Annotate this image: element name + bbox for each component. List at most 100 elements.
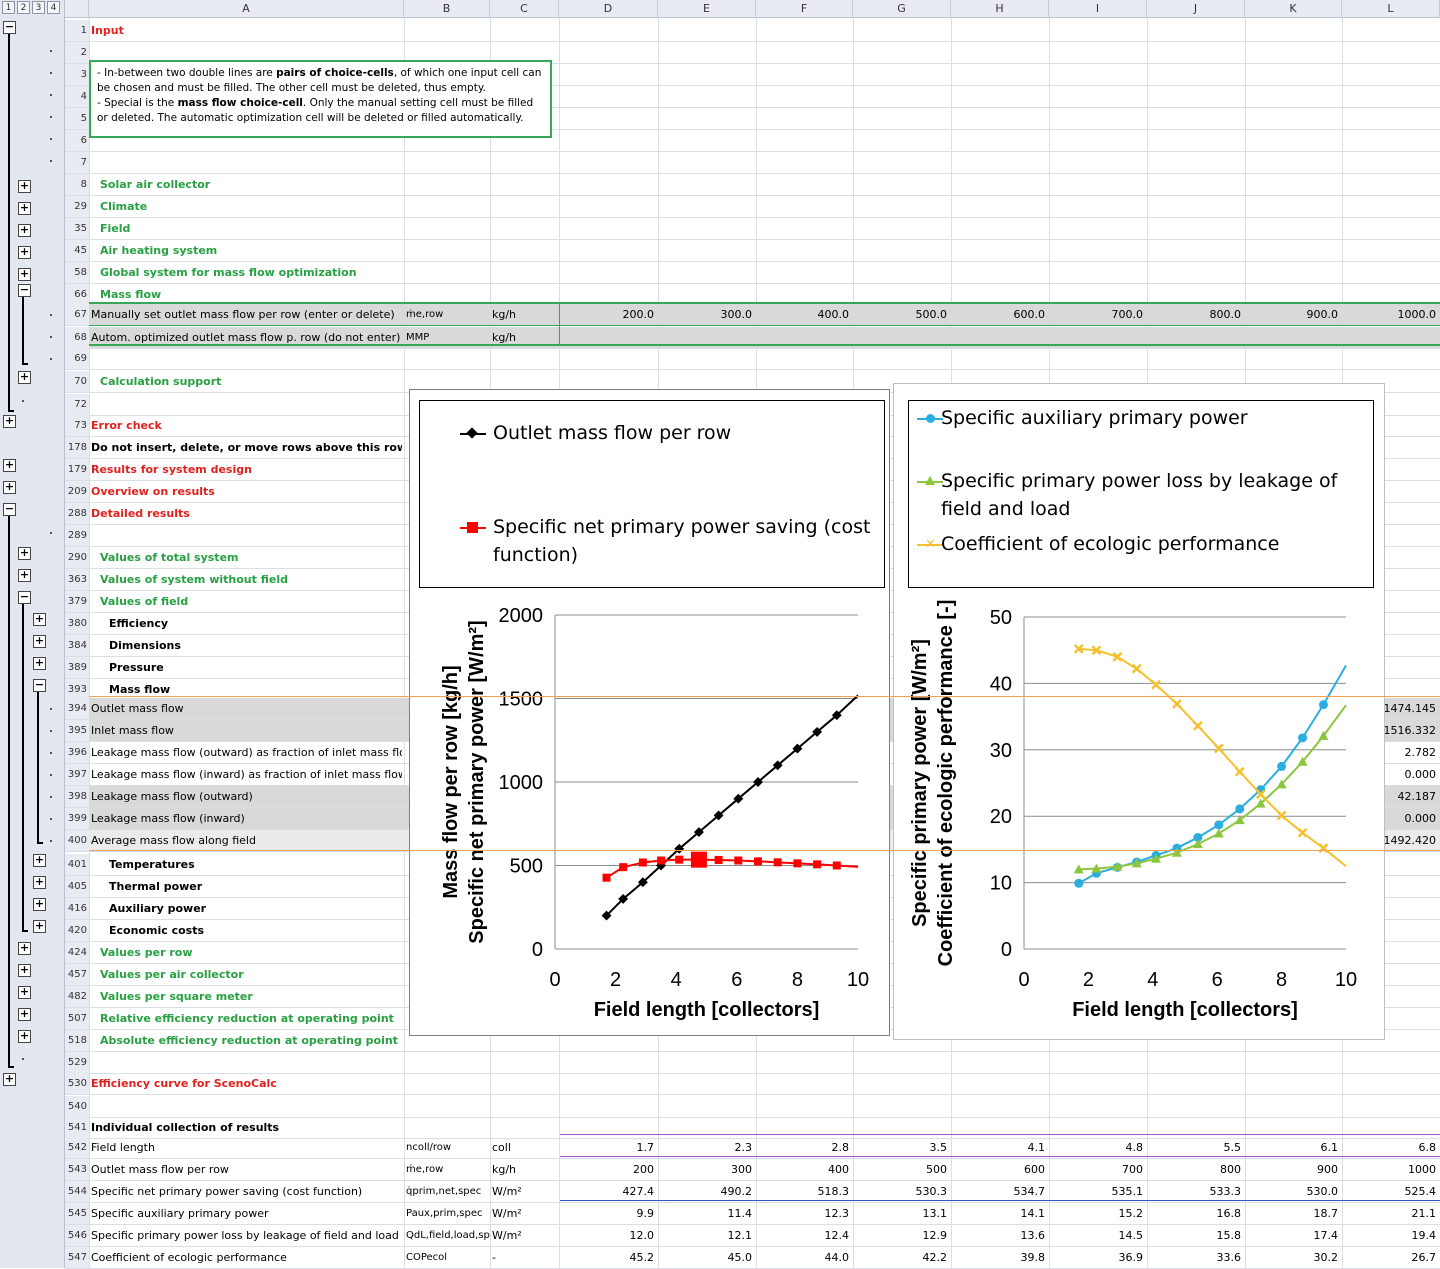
row-number[interactable]: 395 <box>65 720 89 741</box>
expand-group-button[interactable]: + <box>18 1007 31 1021</box>
value-cell[interactable]: 1492.420 <box>1383 834 1437 847</box>
row-number[interactable]: 547 <box>65 1247 89 1268</box>
sheet-row[interactable]: 35 Field <box>65 218 1440 240</box>
sheet-row[interactable]: 544 Specific net primary power saving (co… <box>65 1181 1440 1203</box>
expand-group-button[interactable]: + <box>18 963 31 977</box>
row-number[interactable]: 66 <box>65 284 89 305</box>
value-cell[interactable]: 600.0 <box>1013 308 1046 321</box>
value-cell[interactable]: 534.7 <box>1013 1185 1046 1198</box>
value-cell[interactable]: 525.4 <box>1404 1185 1437 1198</box>
value-cell[interactable]: 530.0 <box>1306 1185 1339 1198</box>
row-number[interactable]: 399 <box>65 808 89 829</box>
outline-level-1-button[interactable]: 1 <box>2 1 15 14</box>
row-number[interactable]: 29 <box>65 196 89 217</box>
value-cell[interactable]: 490.2 <box>720 1185 753 1198</box>
value-cell[interactable]: 400 <box>828 1163 849 1176</box>
expand-group-button[interactable]: + <box>33 612 46 626</box>
value-cell[interactable]: 535.1 <box>1111 1185 1144 1198</box>
column-header-j[interactable]: J <box>1147 0 1245 18</box>
row-number[interactable]: 540 <box>65 1096 89 1117</box>
sheet-row[interactable]: 45 Air heating system <box>65 240 1440 262</box>
row-number[interactable]: 396 <box>65 742 89 763</box>
value-cell[interactable]: 700.0 <box>1111 308 1144 321</box>
row-number[interactable]: 397 <box>65 764 89 785</box>
column-header-a[interactable]: A <box>89 0 404 18</box>
row-number[interactable]: 400 <box>65 830 89 851</box>
value-cell[interactable]: 2.782 <box>1404 746 1437 759</box>
column-header-k[interactable]: K <box>1245 0 1342 18</box>
value-cell[interactable]: 518.3 <box>817 1185 850 1198</box>
value-cell[interactable]: 900.0 <box>1306 308 1339 321</box>
column-header-c[interactable]: C <box>490 0 559 18</box>
row-number[interactable]: 380 <box>65 613 89 634</box>
row-number[interactable]: 394 <box>65 698 89 719</box>
row-number[interactable]: 379 <box>65 591 89 612</box>
row-number[interactable]: 8 <box>65 174 89 195</box>
value-cell[interactable]: 13.6 <box>1020 1229 1046 1242</box>
expand-group-button[interactable]: + <box>3 1072 16 1086</box>
row-number[interactable]: 507 <box>65 1008 89 1029</box>
column-header-i[interactable]: I <box>1049 0 1147 18</box>
sheet-row[interactable]: 29 Climate <box>65 196 1440 218</box>
value-cell[interactable]: 530.3 <box>915 1185 948 1198</box>
value-cell[interactable]: 700 <box>1122 1163 1143 1176</box>
outline-level-2-button[interactable]: 2 <box>17 1 30 14</box>
value-cell[interactable]: 9.9 <box>636 1207 655 1220</box>
value-cell[interactable]: 15.8 <box>1216 1229 1242 1242</box>
value-cell[interactable]: 33.6 <box>1216 1251 1242 1264</box>
collapse-group-button[interactable]: − <box>18 590 31 604</box>
expand-group-button[interactable]: + <box>33 875 46 889</box>
value-cell[interactable]: 39.8 <box>1020 1251 1046 1264</box>
value-cell[interactable]: 36.9 <box>1118 1251 1144 1264</box>
row-number[interactable]: 45 <box>65 240 89 261</box>
value-cell[interactable]: 44.0 <box>824 1251 850 1264</box>
column-header-e[interactable]: E <box>658 0 756 18</box>
value-cell[interactable]: 12.3 <box>824 1207 850 1220</box>
value-cell[interactable]: 12.4 <box>824 1229 850 1242</box>
row-number[interactable]: 5 <box>65 108 89 129</box>
value-cell[interactable]: 300 <box>731 1163 752 1176</box>
sheet-row[interactable]: 529 <box>65 1052 1440 1074</box>
row-number[interactable]: 401 <box>65 854 89 875</box>
expand-group-button[interactable]: + <box>18 568 31 582</box>
value-cell[interactable]: 12.1 <box>727 1229 753 1242</box>
row-number[interactable]: 416 <box>65 898 89 919</box>
value-cell[interactable]: 12.0 <box>629 1229 655 1242</box>
row-number[interactable]: 209 <box>65 481 89 502</box>
row-number[interactable]: 405 <box>65 876 89 897</box>
sheet-row[interactable]: 4 <box>65 86 1440 108</box>
value-cell[interactable]: 42.187 <box>1397 790 1437 803</box>
row-number[interactable]: 70 <box>65 371 89 392</box>
row-number[interactable]: 518 <box>65 1030 89 1051</box>
row-number[interactable]: 420 <box>65 920 89 941</box>
collapse-group-button[interactable]: − <box>18 283 31 297</box>
sheet-row[interactable]: 68 Autom. optimized outlet mass flow p. r… <box>65 327 1440 349</box>
row-number[interactable]: 3 <box>65 64 89 85</box>
primary-power-chart[interactable]: Specific auxiliary primary power Specifi… <box>893 383 1385 1040</box>
expand-group-button[interactable]: + <box>33 897 46 911</box>
expand-group-button[interactable]: + <box>18 201 31 215</box>
value-cell[interactable]: 500 <box>926 1163 947 1176</box>
column-header-g[interactable]: G <box>853 0 951 18</box>
sheet-row[interactable]: 541 Individual collection of results <box>65 1117 1440 1139</box>
sheet-row[interactable]: 546 Specific primary power loss by leakag… <box>65 1225 1440 1247</box>
row-number[interactable]: 541 <box>65 1117 89 1138</box>
expand-group-button[interactable]: + <box>18 1029 31 1043</box>
value-cell[interactable]: 1516.332 <box>1383 724 1437 737</box>
sheet-row[interactable]: 7 <box>65 152 1440 174</box>
expand-group-button[interactable]: + <box>33 634 46 648</box>
row-number[interactable]: 7 <box>65 152 89 173</box>
row-number[interactable]: 544 <box>65 1181 89 1202</box>
row-number[interactable]: 389 <box>65 657 89 678</box>
sheet-row[interactable]: 5 <box>65 108 1440 130</box>
row-number[interactable]: 1 <box>65 20 89 41</box>
expand-group-button[interactable]: + <box>3 480 16 494</box>
value-cell[interactable]: 18.7 <box>1313 1207 1339 1220</box>
row-number[interactable]: 482 <box>65 986 89 1007</box>
value-cell[interactable]: 16.8 <box>1216 1207 1242 1220</box>
row-number[interactable]: 4 <box>65 86 89 107</box>
expand-group-button[interactable]: + <box>18 546 31 560</box>
sheet-row[interactable]: 8 Solar air collector <box>65 174 1440 196</box>
row-number[interactable]: 398 <box>65 786 89 807</box>
sheet-row[interactable]: 2 <box>65 42 1440 64</box>
